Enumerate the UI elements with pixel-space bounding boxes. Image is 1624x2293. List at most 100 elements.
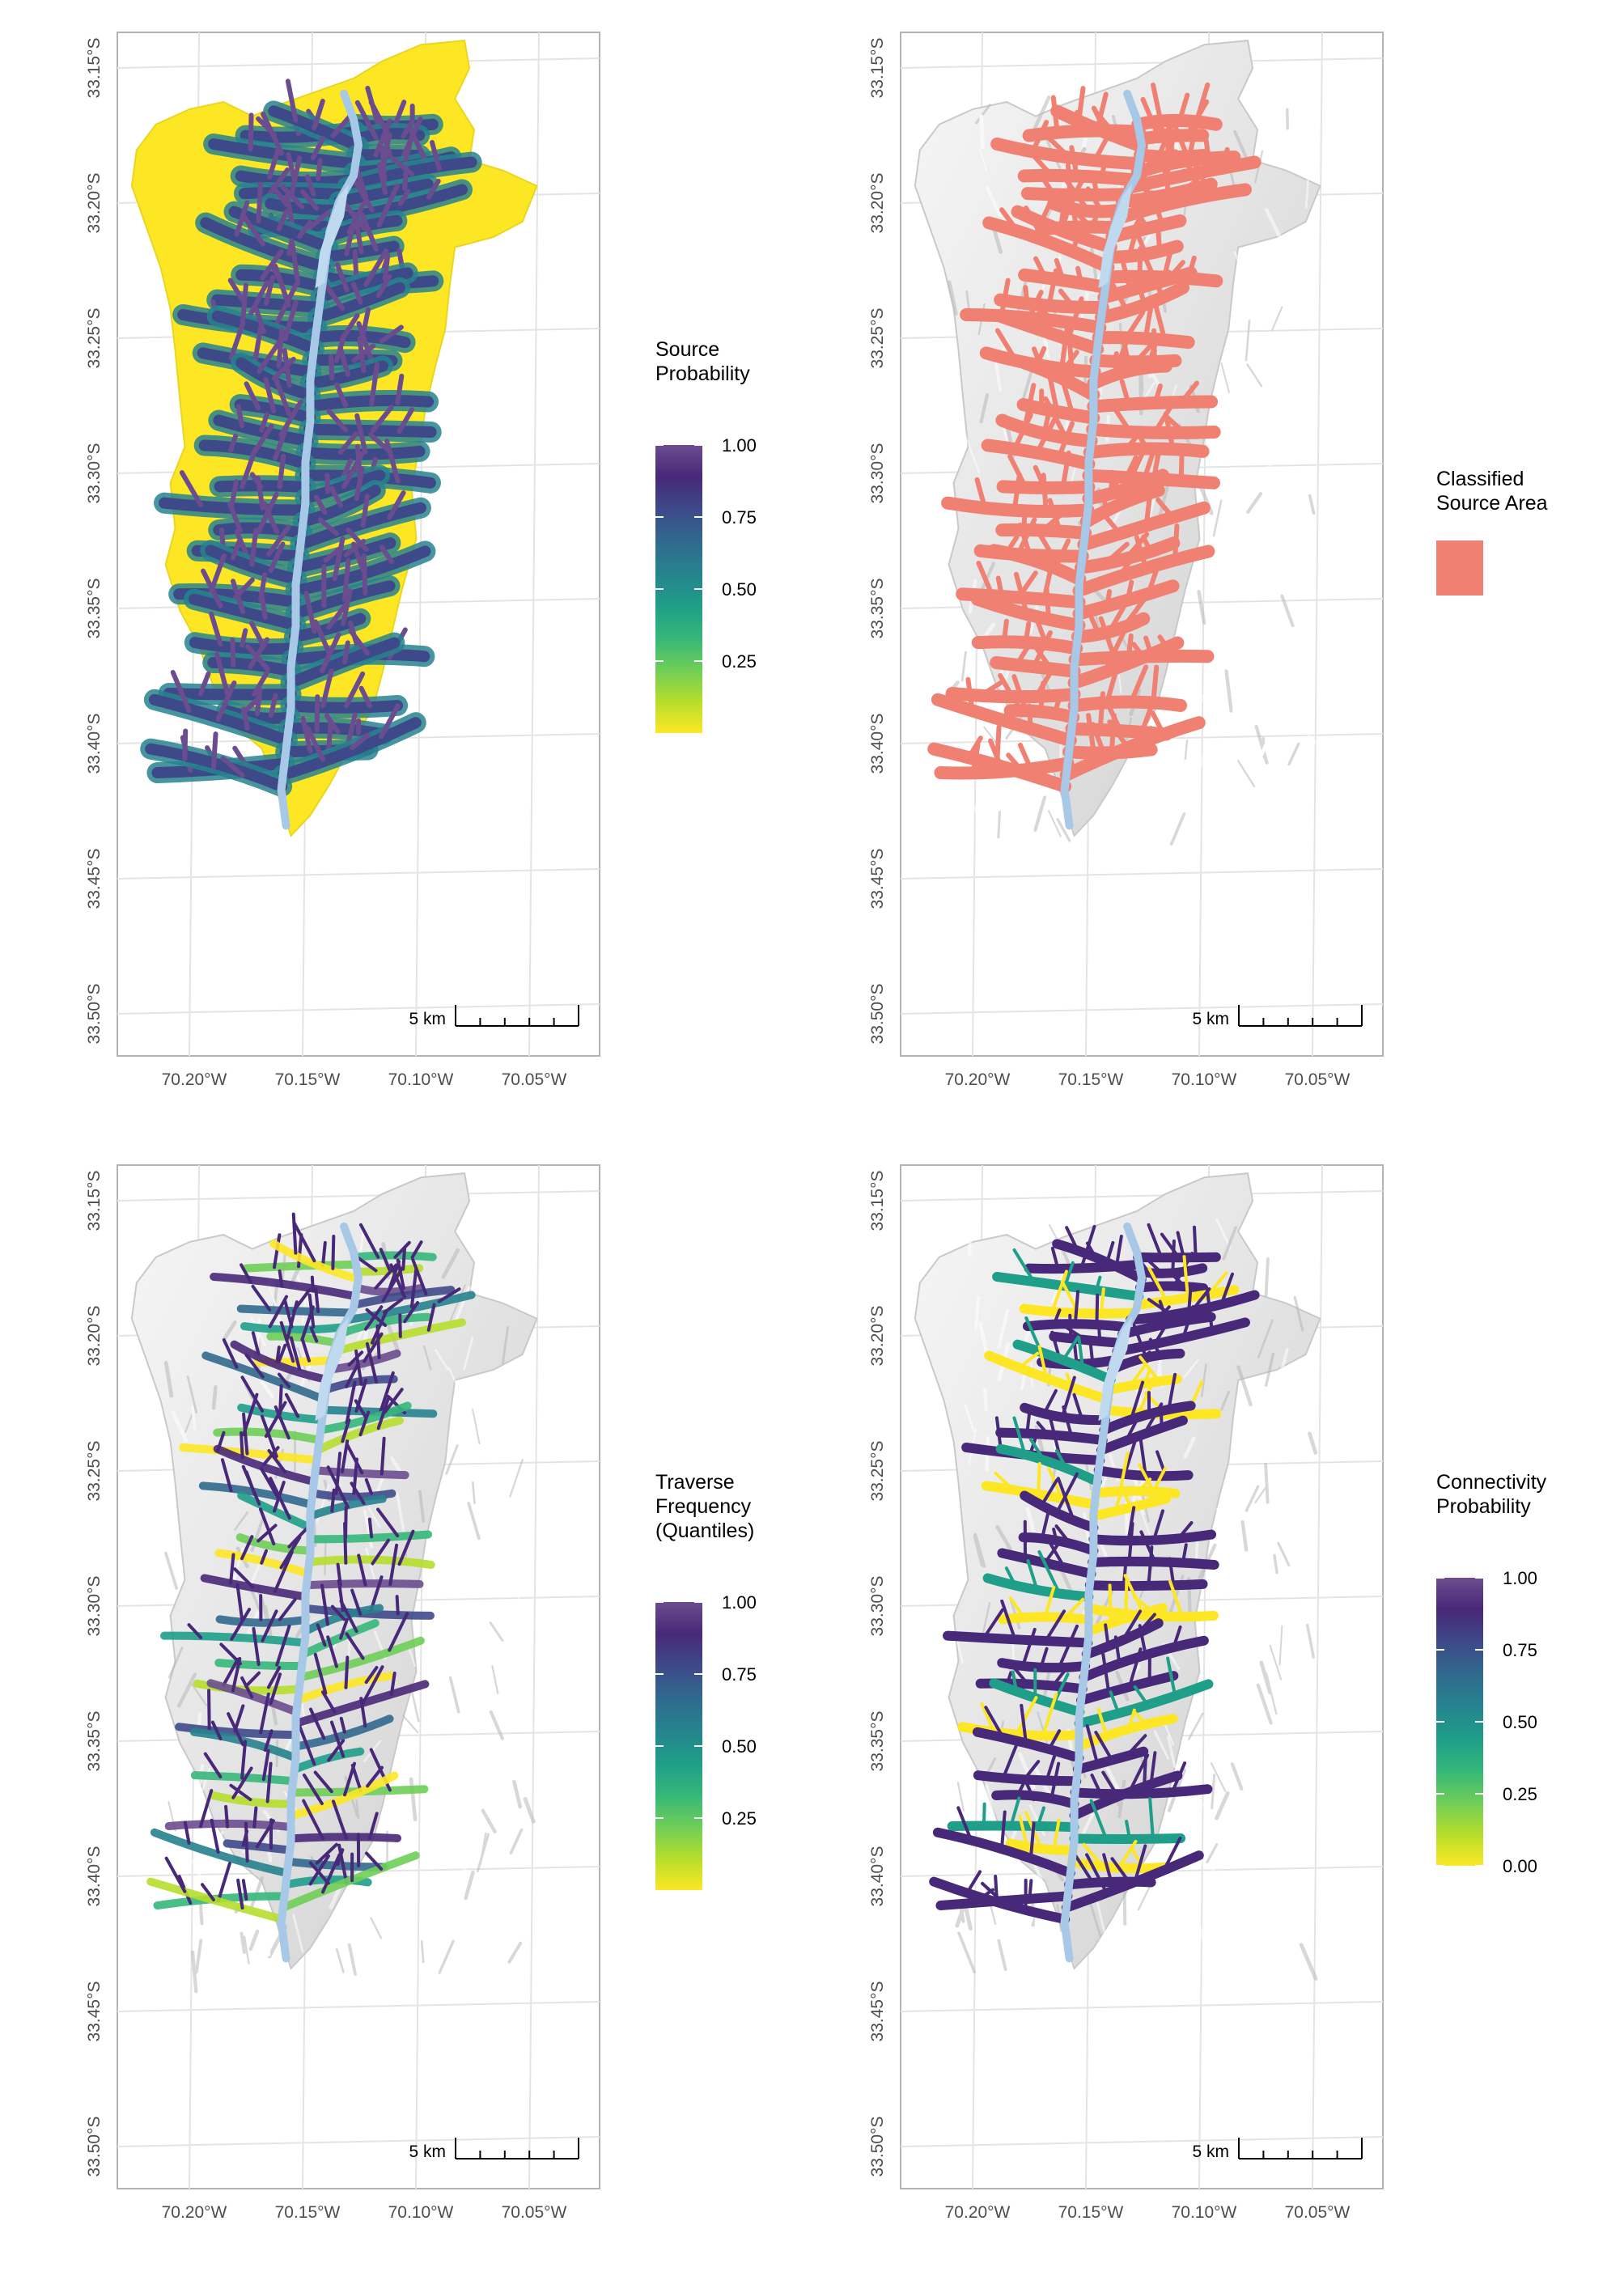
lon-tick-label: 70.15°W xyxy=(275,1070,341,1089)
lon-tick-label: 70.20°W xyxy=(945,1070,1011,1089)
lat-tick-label: 33.15°S xyxy=(868,38,887,99)
lat-tick-label: 33.40°S xyxy=(85,1846,104,1907)
lat-tick-label: 33.40°S xyxy=(868,714,887,774)
lon-tick-label: 70.15°W xyxy=(1058,2203,1124,2222)
lon-tick-label: 70.20°W xyxy=(945,2203,1011,2222)
lat-tick-label: 33.30°S xyxy=(85,1576,104,1637)
legend-tick-label: 0.25 xyxy=(722,651,757,672)
lon-tick-label: 70.05°W xyxy=(502,2203,567,2222)
lat-tick-label: 33.15°S xyxy=(85,38,104,99)
scale-bar: 5 km xyxy=(1192,1005,1363,1028)
tributary-channels xyxy=(140,78,482,797)
lat-tick-label: 33.35°S xyxy=(868,1711,887,1772)
lat-tick-label: 33.30°S xyxy=(868,443,887,504)
legend-title: Classified xyxy=(1436,468,1524,490)
legend-title: Source Area xyxy=(1436,492,1548,515)
lat-tick-label: 33.30°S xyxy=(868,1576,887,1637)
lon-tick-label: 70.10°W xyxy=(388,1070,454,1089)
legend-title: Frequency xyxy=(655,1495,752,1518)
lat-tick-label: 33.50°S xyxy=(85,984,104,1045)
lat-tick-label: 33.35°S xyxy=(85,579,104,639)
legend-tick-label: 0.50 xyxy=(722,579,757,600)
legend-tick-label: 0.00 xyxy=(1503,1856,1537,1876)
legend-tick-label: 0.50 xyxy=(1503,1712,1537,1732)
legend-tick-label: 0.75 xyxy=(1503,1640,1537,1660)
lon-tick-label: 70.20°W xyxy=(162,1070,227,1089)
main-river xyxy=(1060,89,1146,830)
lat-tick-label: 33.20°S xyxy=(868,173,887,234)
legend-tick-label: 1.00 xyxy=(722,435,757,456)
lon-tick-label: 70.05°W xyxy=(502,1070,567,1089)
lon-tick-label: 70.05°W xyxy=(1285,2203,1351,2222)
reservoir xyxy=(315,1316,350,1422)
panel-traverse-frequency: 33.15°S 33.20°S 33.25°S 33.30°S 33.35°S 33.40… xyxy=(85,1164,757,2222)
tributary-channels xyxy=(146,1212,476,1923)
lat-tick-label: 33.35°S xyxy=(85,1711,104,1772)
legend-tick-label: 0.75 xyxy=(722,1664,757,1685)
legend-tick-label: 0.50 xyxy=(722,1736,757,1757)
lat-tick-label: 33.25°S xyxy=(868,1441,887,1502)
lat-tick-label: 33.35°S xyxy=(868,579,887,639)
panel-connectivity-probability: 33.15°S 33.20°S 33.25°S 33.30°S 33.35°S 33.40… xyxy=(868,1164,1547,2222)
lon-tick-label: 70.10°W xyxy=(388,2203,454,2222)
main-river xyxy=(1060,1222,1146,1963)
lat-tick-label: 33.45°S xyxy=(85,849,104,909)
scale-bar-label: 5 km xyxy=(1192,1010,1229,1028)
panel-source-probability: 33.15°S 33.20°S 33.25°S 33.30°S 33.35°S 33.40… xyxy=(85,32,757,1089)
lat-tick-label: 33.20°S xyxy=(85,173,104,234)
legend-tick-label: 1.00 xyxy=(1503,1568,1537,1588)
lat-tick-label: 33.20°S xyxy=(85,1306,104,1367)
tributary-channels xyxy=(927,82,1261,793)
scale-bar: 5 km xyxy=(409,1005,579,1028)
lat-tick-label: 33.25°S xyxy=(85,1441,104,1502)
lat-tick-label: 33.50°S xyxy=(85,2117,104,2177)
lon-tick-label: 70.10°W xyxy=(1172,2203,1237,2222)
legend-tick-label: 1.00 xyxy=(722,1592,757,1613)
scale-bar-label: 5 km xyxy=(1192,2143,1229,2161)
legend-tick-label: 0.25 xyxy=(1503,1784,1537,1804)
lat-tick-label: 33.15°S xyxy=(85,1171,104,1231)
catchment-area xyxy=(914,1172,1321,1970)
scale-bar-label: 5 km xyxy=(409,1010,446,1028)
lat-tick-label: 33.45°S xyxy=(868,1981,887,2042)
scale-bar: 5 km xyxy=(409,2138,579,2161)
catchment-area xyxy=(130,1172,538,1970)
lat-tick-label: 33.15°S xyxy=(868,1171,887,1231)
lat-tick-label: 33.25°S xyxy=(868,308,887,369)
tributary-channels xyxy=(929,1223,1260,1924)
lat-tick-label: 33.45°S xyxy=(868,849,887,909)
lat-tick-label: 33.30°S xyxy=(85,443,104,504)
scale-bar: 5 km xyxy=(1192,2138,1363,2161)
legend-title: Probability xyxy=(655,362,750,385)
legend-title: Traverse xyxy=(655,1471,735,1494)
lat-tick-label: 33.40°S xyxy=(868,1846,887,1907)
main-river xyxy=(277,89,363,830)
lon-tick-label: 70.15°W xyxy=(1058,1070,1124,1089)
legend-title: Connectivity xyxy=(1436,1471,1547,1494)
main-river xyxy=(277,1222,363,1963)
legend-swatch xyxy=(1436,540,1483,596)
lat-tick-label: 33.20°S xyxy=(868,1306,887,1367)
lat-tick-label: 33.45°S xyxy=(85,1981,104,2042)
lat-tick-label: 33.40°S xyxy=(85,714,104,774)
lat-tick-label: 33.25°S xyxy=(85,308,104,369)
lon-tick-label: 70.15°W xyxy=(275,2203,341,2222)
legend-title: (Quantiles) xyxy=(655,1519,754,1542)
legend-title: Source xyxy=(655,338,719,361)
reservoir xyxy=(1098,1316,1133,1422)
scale-bar-label: 5 km xyxy=(409,2143,446,2161)
legend-tick-label: 0.75 xyxy=(722,507,757,528)
reservoir xyxy=(1098,184,1133,289)
lon-tick-label: 70.05°W xyxy=(1285,1070,1351,1089)
legend-tick-label: 0.25 xyxy=(722,1808,757,1829)
lon-tick-label: 70.20°W xyxy=(162,2203,227,2222)
reservoir xyxy=(315,184,350,289)
legend-title: Probability xyxy=(1436,1495,1531,1518)
panel-classified-source-area: 33.15°S 33.20°S 33.25°S 33.30°S 33.35°S 33.40… xyxy=(868,32,1548,1089)
lon-tick-label: 70.10°W xyxy=(1172,1070,1237,1089)
